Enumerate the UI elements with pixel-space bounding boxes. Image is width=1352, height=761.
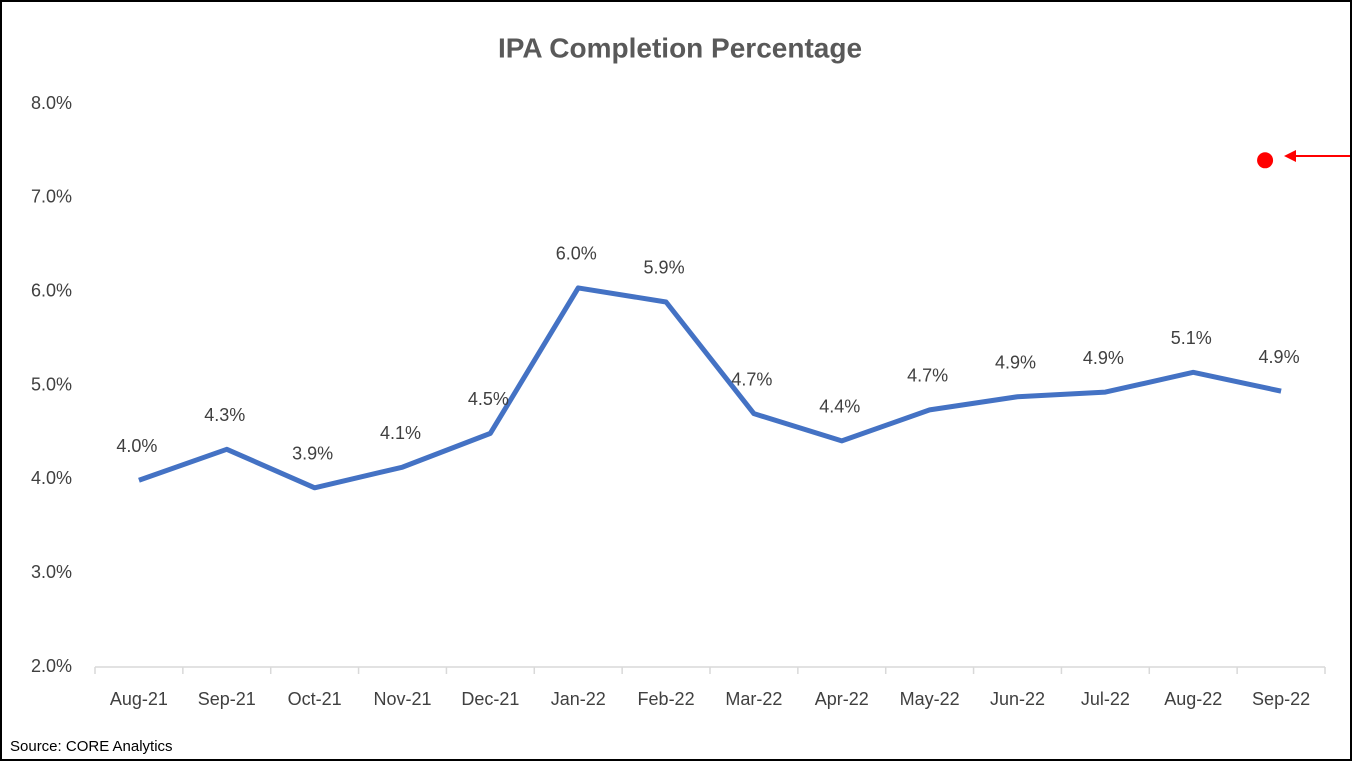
data-label: 3.9% xyxy=(292,444,333,464)
data-label: 4.7% xyxy=(731,369,772,389)
chart-title: IPA Completion Percentage xyxy=(498,32,862,63)
data-label: 4.1% xyxy=(380,423,421,443)
x-tick-label: Jul-22 xyxy=(1081,689,1130,709)
x-tick-label: Sep-22 xyxy=(1252,689,1310,709)
x-tick-label: Mar-22 xyxy=(725,689,782,709)
y-tick-label: 5.0% xyxy=(31,374,72,394)
source-note: Source: CORE Analytics xyxy=(10,738,173,755)
y-tick-label: 2.0% xyxy=(31,656,72,676)
data-label: 4.9% xyxy=(1083,348,1124,368)
x-tick-label: May-22 xyxy=(900,689,960,709)
x-tick-label: Aug-21 xyxy=(110,689,168,709)
data-label: 4.4% xyxy=(819,397,860,417)
data-label: 5.1% xyxy=(1171,328,1212,348)
arrow-head xyxy=(1284,150,1296,162)
x-tick-label: Jan-22 xyxy=(551,689,606,709)
data-label: 4.0% xyxy=(116,436,157,456)
data-line xyxy=(138,285,1282,491)
data-label: 4.5% xyxy=(468,389,509,409)
x-tick-label: Aug-22 xyxy=(1164,689,1222,709)
x-tick-label: Dec-21 xyxy=(461,689,519,709)
data-label: 6.0% xyxy=(556,244,597,264)
x-tick-label: Jun-22 xyxy=(990,689,1045,709)
y-tick-label: 8.0% xyxy=(31,93,72,113)
data-label: 4.9% xyxy=(1259,347,1300,367)
data-label: 5.9% xyxy=(644,258,685,278)
x-tick-label: Oct-21 xyxy=(288,689,342,709)
highlight-point xyxy=(1257,152,1274,169)
data-label: 4.9% xyxy=(995,353,1036,373)
y-tick-label: 6.0% xyxy=(31,280,72,300)
y-tick-label: 4.0% xyxy=(31,468,72,488)
y-tick-label: 3.0% xyxy=(31,562,72,582)
x-tick-label: Sep-21 xyxy=(198,689,256,709)
x-tick-label: Nov-21 xyxy=(373,689,431,709)
x-tick-label: Feb-22 xyxy=(638,689,695,709)
y-tick-label: 7.0% xyxy=(31,187,72,207)
data-label: 4.3% xyxy=(204,405,245,425)
data-label: 4.7% xyxy=(907,366,948,386)
x-tick-label: Apr-22 xyxy=(815,689,869,709)
